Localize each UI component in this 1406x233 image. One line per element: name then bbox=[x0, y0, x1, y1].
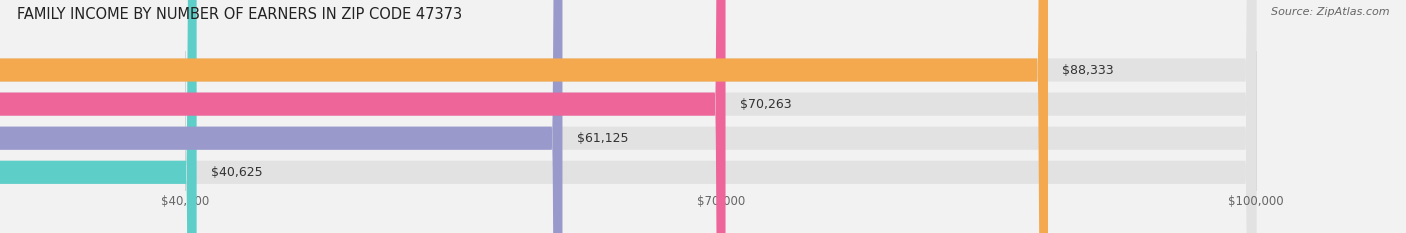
Text: $88,333: $88,333 bbox=[1063, 64, 1114, 76]
FancyBboxPatch shape bbox=[0, 0, 1256, 233]
FancyBboxPatch shape bbox=[0, 0, 197, 233]
Text: $70,263: $70,263 bbox=[740, 98, 792, 111]
Text: FAMILY INCOME BY NUMBER OF EARNERS IN ZIP CODE 47373: FAMILY INCOME BY NUMBER OF EARNERS IN ZI… bbox=[17, 7, 463, 22]
FancyBboxPatch shape bbox=[0, 0, 562, 233]
FancyBboxPatch shape bbox=[0, 0, 1256, 233]
Text: $61,125: $61,125 bbox=[576, 132, 628, 145]
FancyBboxPatch shape bbox=[0, 0, 1256, 233]
Text: $40,625: $40,625 bbox=[211, 166, 263, 179]
FancyBboxPatch shape bbox=[0, 0, 1047, 233]
FancyBboxPatch shape bbox=[0, 0, 725, 233]
Text: Source: ZipAtlas.com: Source: ZipAtlas.com bbox=[1271, 7, 1389, 17]
FancyBboxPatch shape bbox=[0, 0, 1256, 233]
